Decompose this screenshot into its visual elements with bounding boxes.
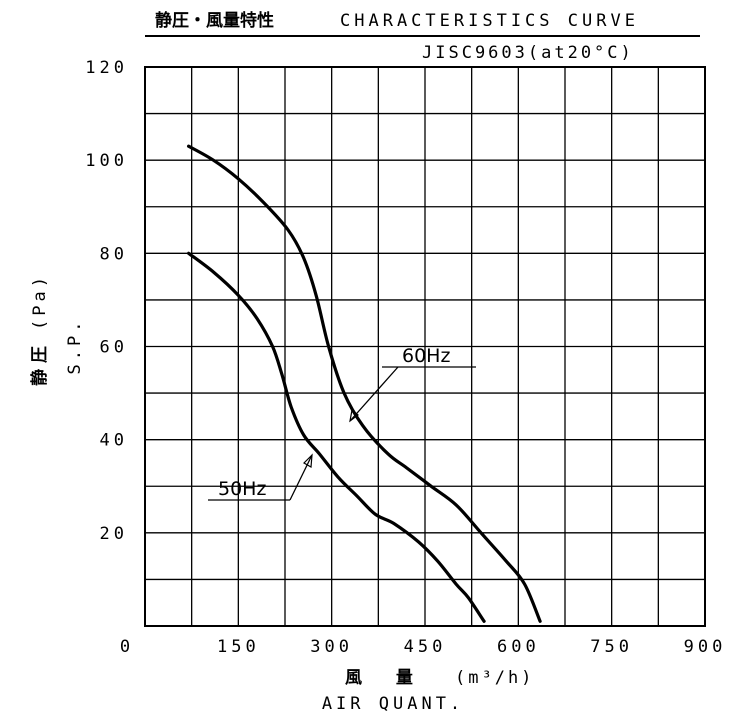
x-tick-label: 450 <box>404 637 447 657</box>
series-line-60hz <box>187 144 542 623</box>
x-tick-label: 300 <box>310 637 353 657</box>
x-tick-label: 750 <box>590 637 633 657</box>
y-tick-label: 60 <box>100 338 128 358</box>
y-tick-label: 20 <box>100 524 128 544</box>
chart-grid <box>145 67 705 626</box>
label-60hz-arrowhead <box>349 408 359 423</box>
header-title-jp: 静圧・風量特性 <box>155 10 274 31</box>
x-tick-labels: 0 150 300 450 600 750 900 <box>120 637 727 657</box>
label-50hz-arrowhead <box>303 453 313 468</box>
plot-frame <box>144 66 706 627</box>
label-50hz: 50Hz <box>208 453 313 501</box>
x-axis-label-en: AIR QUANT. <box>322 694 464 714</box>
series-lines <box>187 144 542 623</box>
label-60hz-text: 60Hz <box>402 345 450 367</box>
y-axis-label-unit: (Pa) <box>30 273 50 330</box>
series-line-50hz <box>187 251 486 623</box>
x-tick-label: 150 <box>217 637 260 657</box>
x-axis-label-jp: 風 量 <box>345 667 427 688</box>
x-tick-label: 0 <box>120 637 134 657</box>
y-tick-label: 40 <box>100 431 128 451</box>
y-axis-label-jp: 静 圧 <box>29 346 50 386</box>
y-tick-label: 120 <box>85 58 128 78</box>
y-tick-label: 100 <box>85 151 128 171</box>
x-tick-label: 900 <box>684 637 727 657</box>
header-title-en: CHARACTERISTICS CURVE <box>340 11 639 31</box>
label-60hz: 60Hz <box>349 345 476 423</box>
y-axis-label-en: S.P. <box>65 318 85 375</box>
label-60hz-leader <box>349 366 399 422</box>
label-50hz-leader <box>289 454 313 501</box>
y-tick-labels: 20 40 60 80 100 120 <box>85 58 128 544</box>
header-standard: JISC9603(at20°C) <box>422 43 634 63</box>
x-tick-label: 600 <box>497 637 540 657</box>
label-50hz-text: 50Hz <box>218 478 266 500</box>
y-tick-label: 80 <box>100 244 128 264</box>
x-axis-label-unit: (m³/h) <box>455 668 534 688</box>
